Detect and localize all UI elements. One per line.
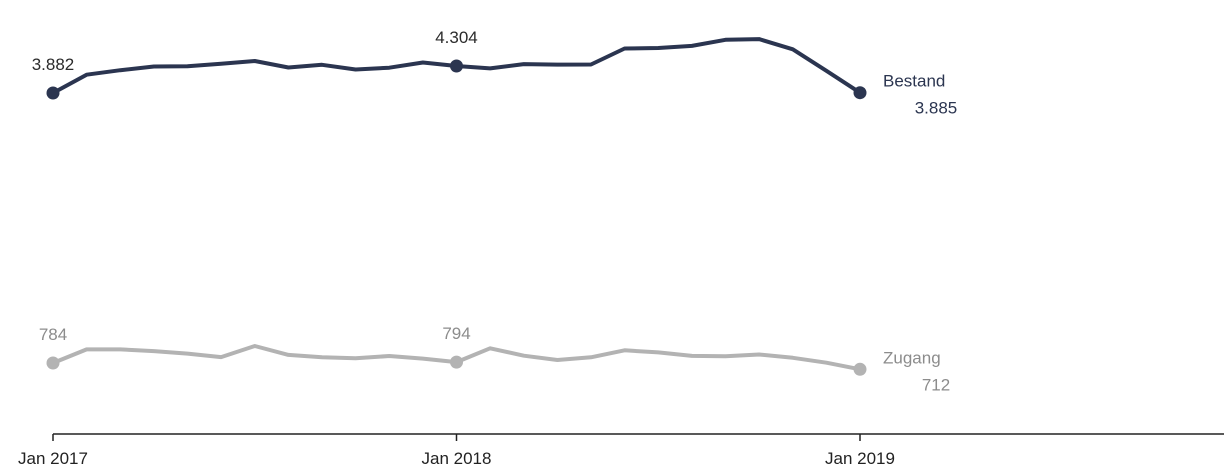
- data-point-bestand-12: [450, 59, 463, 73]
- data-point-zugang-0: [46, 356, 60, 370]
- end-value-label-bestand: 3.885: [915, 99, 958, 118]
- x-tick-label: Jan 2019: [825, 449, 895, 468]
- x-tick-label: Jan 2017: [18, 449, 88, 468]
- series-zugang: 784 794 Zugang 712: [39, 324, 950, 394]
- data-point-bestand-24: [853, 86, 867, 100]
- data-point-zugang-24: [853, 362, 867, 376]
- series-name-zugang: Zugang: [883, 348, 941, 367]
- end-value-label-zugang: 712: [922, 375, 950, 394]
- data-point-zugang-12: [450, 355, 463, 369]
- data-label-bestand-12: 4.304: [435, 28, 478, 47]
- series-name-bestand: Bestand: [883, 72, 945, 91]
- data-label-zugang-12: 794: [442, 324, 470, 343]
- data-point-bestand-0: [46, 86, 60, 100]
- x-axis: Jan 2017 Jan 2018 Jan 2019: [18, 433, 1224, 468]
- data-label-bestand-0: 3.882: [32, 55, 75, 74]
- x-tick-label: Jan 2018: [422, 449, 492, 468]
- series-bestand: 3.882 4.304 Bestand 3.885: [32, 28, 958, 118]
- data-label-zugang-0: 784: [39, 325, 67, 344]
- series-layer: 3.882 4.304 Bestand 3.885 784 794 Zugang 712: [32, 28, 958, 394]
